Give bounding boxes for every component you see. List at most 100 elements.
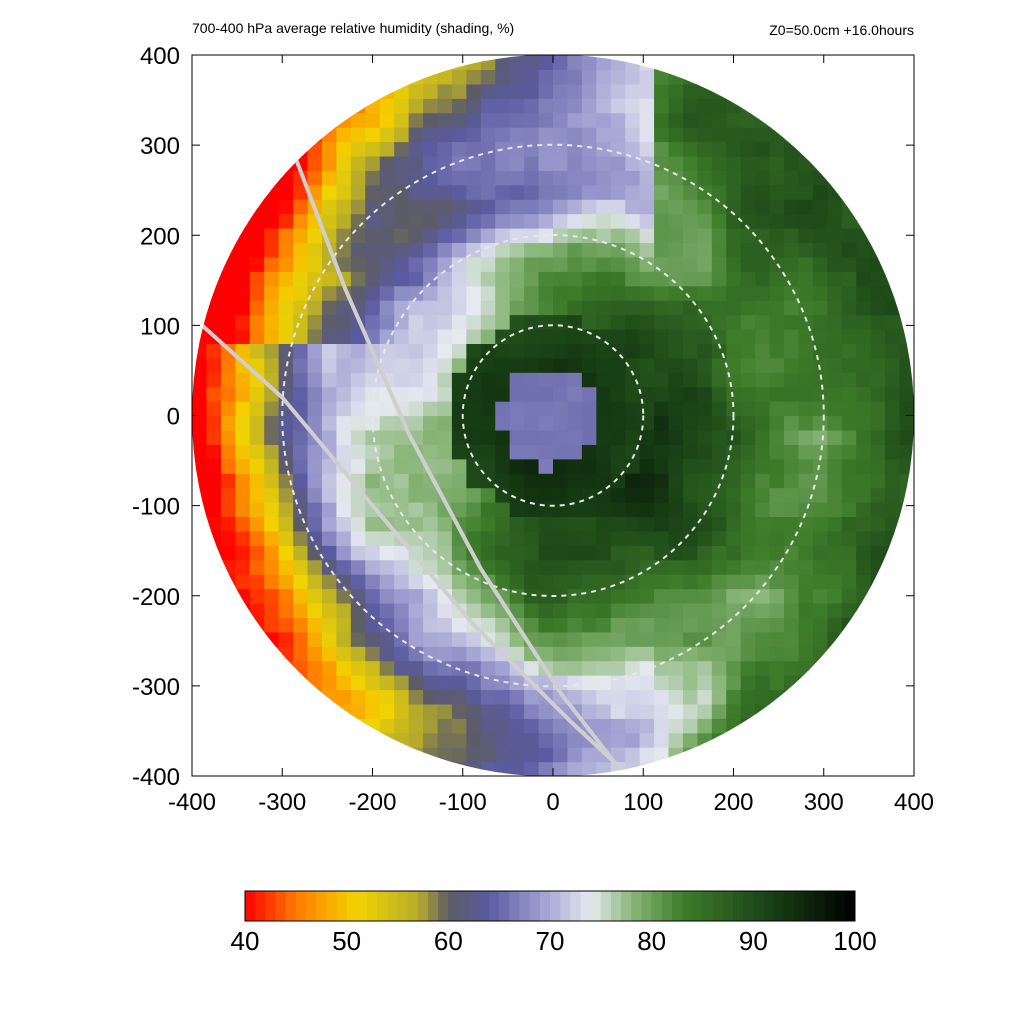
field-cell [524, 372, 540, 388]
field-cell [423, 502, 439, 518]
field-cell [235, 516, 251, 532]
field-cell [755, 127, 771, 143]
field-cell [278, 530, 294, 546]
field-cell [639, 617, 655, 633]
field-cell [711, 516, 727, 532]
field-cell [553, 69, 569, 85]
field-cell [408, 689, 424, 705]
field-cell [466, 314, 482, 330]
field-cell [220, 256, 236, 272]
field-cell [567, 98, 583, 114]
field-cell [610, 155, 626, 171]
field-cell [812, 458, 828, 474]
field-cell [755, 285, 771, 301]
field-cell [841, 386, 857, 402]
field-cell [596, 444, 612, 460]
field-cell [610, 314, 626, 330]
field-cell [538, 530, 554, 546]
field-cell [841, 415, 857, 431]
field-cell [192, 487, 208, 503]
field-cell [899, 386, 914, 402]
field-cell [423, 718, 439, 734]
field-cell [784, 285, 800, 301]
x-tick-label: -300 [258, 789, 306, 816]
field-cell [870, 228, 886, 244]
field-cell [596, 314, 612, 330]
field-cell [394, 69, 410, 85]
field-cell [654, 314, 670, 330]
field-cell [682, 155, 698, 171]
field-cell [841, 545, 857, 561]
field-cell [509, 718, 525, 734]
field-cell [293, 487, 309, 503]
field-cell [581, 559, 597, 575]
field-cell [711, 458, 727, 474]
field-cell [350, 386, 366, 402]
field-cell [567, 83, 583, 99]
field-cell [509, 516, 525, 532]
field-cell [610, 357, 626, 373]
field-cell [365, 300, 381, 316]
field-cell [769, 415, 785, 431]
field-cell [365, 675, 381, 691]
field-cell [827, 328, 843, 344]
chart-title: 700-400 hPa average relative humidity (s… [192, 20, 515, 36]
colorbar-segment [590, 891, 602, 921]
field-cell [365, 256, 381, 272]
colorbar: 40 50 60 70 80 90 100 [231, 890, 877, 956]
field-cell [480, 285, 496, 301]
field-cell [827, 415, 843, 431]
field-cell [596, 675, 612, 691]
field-cell [480, 83, 496, 99]
field-cell [365, 98, 381, 114]
field-cell [249, 429, 265, 445]
field-cell [639, 559, 655, 575]
field-cell [321, 141, 337, 157]
field-cell [350, 357, 366, 373]
field-cell [654, 300, 670, 316]
field-cell [321, 300, 337, 316]
field-cell [336, 184, 352, 200]
field-cell [726, 617, 742, 633]
field-cell [495, 689, 511, 705]
field-cell [538, 213, 554, 229]
field-cell [827, 213, 843, 229]
field-cell [480, 747, 496, 763]
field-cell [379, 631, 395, 647]
field-cell [856, 530, 872, 546]
field-cell [755, 112, 771, 128]
field-cell [755, 530, 771, 546]
field-cell [654, 112, 670, 128]
field-cell [682, 256, 698, 272]
field-cell [480, 401, 496, 417]
field-cell [610, 545, 626, 561]
field-cell [639, 530, 655, 546]
colorbar-segment [692, 891, 703, 921]
field-cell [596, 761, 612, 777]
field-cell [437, 617, 453, 633]
field-cell [408, 675, 424, 691]
field-cell [711, 372, 727, 388]
colorbar-segment [316, 891, 327, 921]
field-cell [596, 83, 612, 99]
field-cell [365, 631, 381, 647]
field-cell [350, 530, 366, 546]
field-cell [423, 141, 439, 157]
field-cell [625, 602, 641, 618]
field-cell [437, 689, 453, 705]
field-cell [307, 343, 323, 359]
field-cell [639, 386, 655, 402]
field-cell [524, 415, 540, 431]
field-cell [668, 516, 684, 532]
field-cell [451, 631, 467, 647]
field-cell [495, 256, 511, 272]
field-cell [610, 429, 626, 445]
field-cell [697, 703, 713, 719]
field-cell [350, 574, 366, 590]
field-cell [567, 300, 583, 316]
field-cell [451, 444, 467, 460]
field-cell [423, 732, 439, 748]
field-cell [307, 328, 323, 344]
field-cell [365, 588, 381, 604]
field-cell [524, 228, 540, 244]
